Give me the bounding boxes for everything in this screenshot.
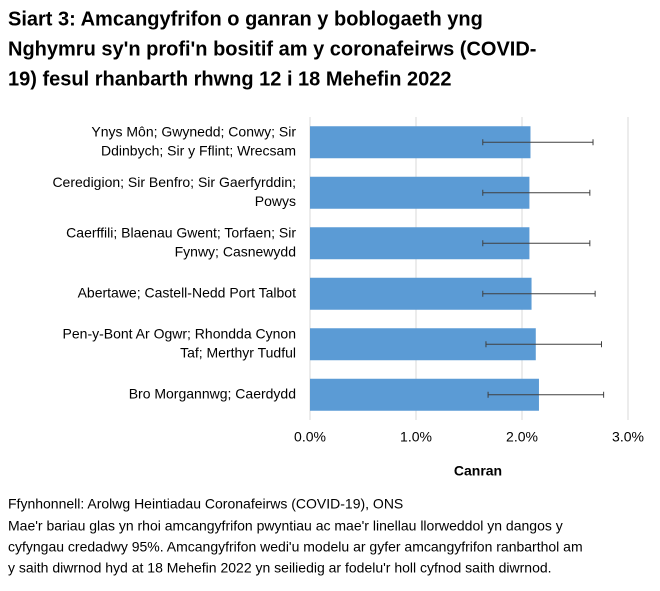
- y-tick-label: Powys: [255, 193, 296, 209]
- note: y saith diwrnod hyd at 18 Mehefin 2022 y…: [8, 560, 552, 576]
- note: cyfyngau credadwy 95%. Amcangyfrifon wed…: [8, 539, 583, 555]
- chart-title: 19) fesul rhanbarth rhwng 12 i 18 Mehefi…: [8, 68, 451, 90]
- x-axis-label: Canran: [454, 463, 502, 479]
- y-tick-label: Ynys Môn; Gwynedd; Conwy; Sir: [91, 123, 296, 139]
- y-tick-label: Bro Morgannwg; Caerdydd: [129, 385, 296, 401]
- chart-title: Nghymru sy'n profi'n bositif am y corona…: [8, 38, 536, 60]
- y-tick-label: Taf; Merthyr Tudful: [180, 344, 296, 360]
- y-tick-label: Abertawe; Castell-Nedd Port Talbot: [78, 284, 297, 300]
- chart-title: Siart 3: Amcangyfrifon o ganran y boblog…: [8, 8, 483, 30]
- x-tick-label: 2.0%: [506, 429, 538, 445]
- y-tick-label: Fynwy; Casnewydd: [175, 243, 296, 259]
- y-tick-label: Caerffili; Blaenau Gwent; Torfaen; Sir: [66, 224, 296, 240]
- x-tick-label: 1.0%: [400, 429, 432, 445]
- source: Ffynhonnell: Arolwg Heintiadau Coronafei…: [8, 496, 403, 512]
- y-tick-label: Ceredigion; Sir Benfro; Sir Gaerfyrddin;: [52, 174, 296, 190]
- x-tick-label: 3.0%: [612, 429, 644, 445]
- x-tick-label: 0.0%: [294, 429, 326, 445]
- y-tick-label: Pen-y-Bont Ar Ogwr; Rhondda Cynon: [63, 325, 296, 341]
- y-tick-label: Ddinbych; Sir y Fflint; Wrecsam: [101, 142, 296, 158]
- note: Mae'r bariau glas yn rhoi amcangyfrifon …: [8, 518, 563, 534]
